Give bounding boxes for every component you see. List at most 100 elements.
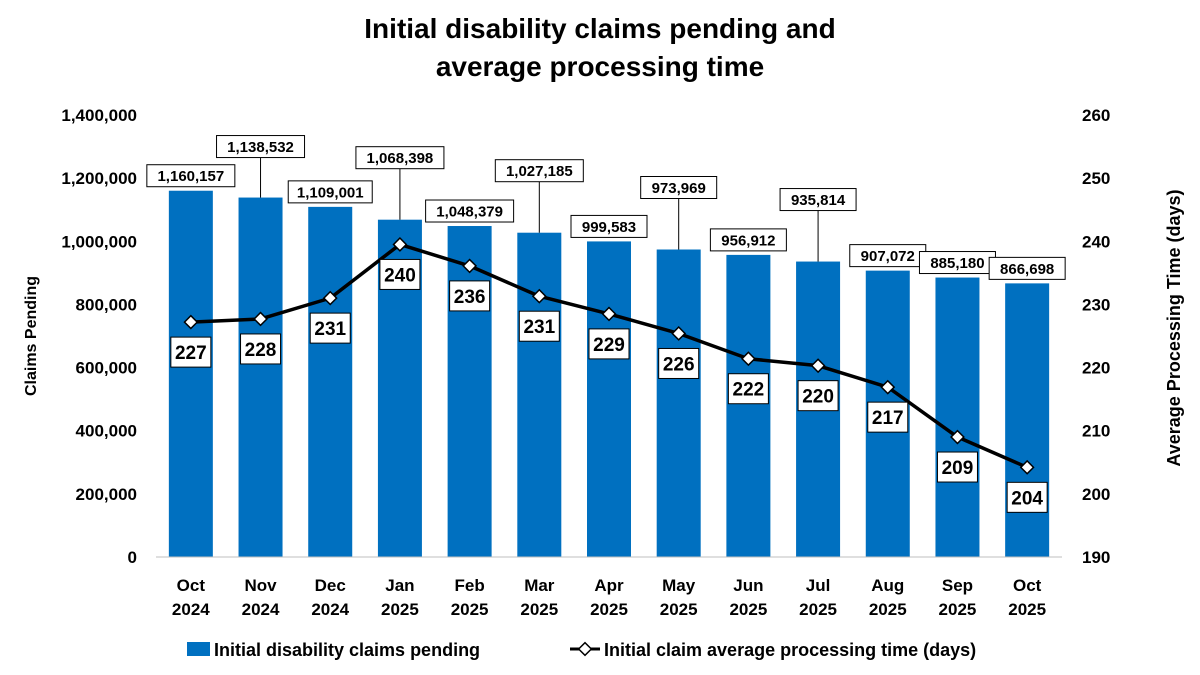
y-right-tick-2: 210 (1082, 422, 1110, 441)
line-marker-1 (253, 311, 268, 327)
y-right-tick-1: 200 (1082, 485, 1110, 504)
x-tick-label-10: Aug 2025 (869, 576, 907, 619)
x-tick-label-7: May 2025 (660, 576, 698, 619)
bar-label-2: 1,109,001 (297, 184, 364, 201)
line-marker-0 (183, 314, 199, 330)
line-label-box-1 (240, 333, 282, 365)
x-tick-label-9: Jul 2025 (799, 576, 837, 619)
line-marker-10 (880, 379, 896, 395)
line-marker-9 (810, 358, 826, 374)
line-label-11: 209 (942, 458, 974, 479)
line-label-9: 220 (802, 387, 834, 408)
bar-0 (168, 190, 213, 557)
bar-label-box-6 (570, 214, 648, 238)
bar-label-box-12 (988, 256, 1066, 280)
line-label-6: 229 (593, 335, 625, 356)
bar-label-box-4 (425, 199, 515, 223)
x-tick-label-1: Nov 2024 (242, 576, 280, 619)
bar-label-box-1 (216, 135, 306, 159)
line-label-10: 217 (872, 408, 904, 429)
bar-label-12: 866,698 (1000, 261, 1054, 278)
legend-line-label: Initial claim average processing time (d… (604, 640, 976, 660)
line-label-8: 222 (733, 380, 765, 401)
bar-label-8: 956,912 (721, 232, 775, 249)
line-marker-8 (740, 351, 756, 367)
bar-label-box-7 (640, 176, 718, 200)
bar-label-box-0 (146, 164, 236, 188)
bar-5 (517, 232, 562, 558)
line-label-3: 240 (384, 265, 416, 286)
chart-title-line-1: Initial disability claims pending and (364, 13, 836, 44)
line-marker-3 (392, 237, 408, 252)
line-label-box-7 (658, 347, 700, 379)
legend-bar-swatch (187, 642, 210, 656)
y-left-tick-2: 400,000 (76, 422, 137, 441)
y-right-tick-7: 260 (1082, 106, 1110, 125)
line-label-box-10 (867, 401, 909, 433)
line-label-box-2 (309, 312, 351, 344)
bar-label-box-5 (494, 159, 584, 183)
bar-label-11: 885,180 (930, 255, 984, 272)
line-label-box-4 (449, 280, 491, 312)
bar-12 (1005, 283, 1050, 557)
bar-7 (656, 249, 701, 557)
line-label-4: 236 (454, 287, 486, 308)
y-left-tick-6: 1,200,000 (61, 169, 137, 188)
y-right-tick-0: 190 (1082, 548, 1110, 567)
line-label-box-5 (518, 310, 560, 342)
y-left-tick-3: 600,000 (76, 359, 137, 378)
y-left-tick-1: 200,000 (76, 485, 137, 504)
bar-8 (726, 254, 771, 557)
line-label-0: 227 (175, 343, 207, 364)
line-label-2: 231 (314, 319, 346, 340)
line-label-5: 231 (523, 317, 555, 338)
y-right-tick-6: 250 (1082, 169, 1110, 188)
bar-label-6: 999,583 (582, 219, 636, 236)
bar-label-0: 1,160,157 (157, 168, 224, 185)
line-label-box-8 (727, 373, 769, 405)
y-left-tick-7: 1,400,000 (61, 106, 137, 125)
y-right-tick-3: 220 (1082, 359, 1110, 378)
bar-4 (447, 226, 492, 557)
x-tick-label-2: Dec 2024 (311, 576, 349, 619)
legend-bar-label: Initial disability claims pending (214, 640, 480, 660)
line-marker-7 (671, 326, 687, 341)
line-label-box-11 (936, 451, 978, 483)
y-left-tick-0: 0 (128, 548, 137, 567)
line-label-12: 204 (1011, 488, 1043, 509)
bar-label-9: 935,814 (791, 192, 846, 209)
y-left-axis-title: Claims Pending (23, 276, 40, 396)
chart-title: Initial disability claims pending and av… (0, 10, 1200, 86)
bar-2 (308, 206, 353, 557)
bar-label-leaders (260, 157, 819, 262)
x-tick-label-5: Mar 2025 (520, 576, 558, 619)
line-label-7: 226 (663, 354, 695, 375)
bar-label-1: 1,138,532 (227, 139, 294, 156)
line-label-box-6 (588, 328, 630, 360)
line-label-1: 228 (245, 340, 277, 361)
line-marker-2 (322, 290, 338, 306)
y-left-tick-4: 800,000 (76, 295, 137, 314)
x-tick-label-11: Sep 2025 (939, 576, 977, 619)
x-tick-label-12: Oct 2025 (1008, 576, 1046, 619)
bar-label-box-8 (709, 228, 787, 252)
bar-11 (935, 277, 980, 557)
line-marker-5 (531, 288, 547, 304)
line-label-box-12 (1006, 481, 1048, 513)
y-left-tick-5: 1,000,000 (61, 232, 137, 251)
x-tick-label-8: Jun 2025 (729, 576, 767, 619)
bar-6 (587, 241, 631, 558)
bar-1 (238, 197, 283, 557)
y-right-axis-title: Average Processing Time (days) (1164, 189, 1184, 466)
legend: Initial disability claims pending Initia… (187, 640, 976, 660)
line-marker-11 (950, 429, 965, 445)
bar-label-7: 973,969 (652, 180, 706, 197)
line-series (183, 237, 1035, 475)
bar-label-5: 1,027,185 (506, 163, 573, 180)
bar-label-box-2 (287, 180, 373, 204)
line-labels: 227 228 231 240 236 231 229 226 222 220 217 209 204 (170, 258, 1048, 513)
x-tick-label-3: Jan 2025 (381, 576, 419, 619)
bar-label-3: 1,068,398 (367, 150, 434, 167)
